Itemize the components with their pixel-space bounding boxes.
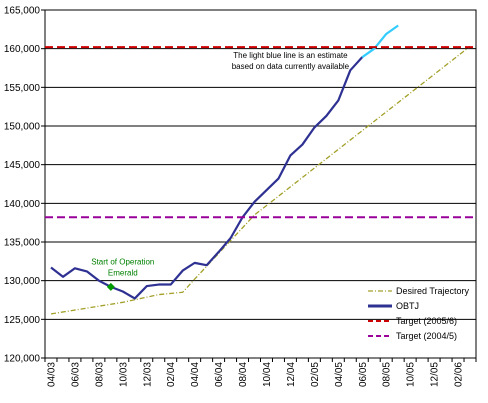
y-tick-label: 145,000 <box>4 160 41 171</box>
x-tick-label: 06/04 <box>214 362 225 387</box>
x-tick-label: 08/04 <box>238 362 249 387</box>
x-tick-label: 06/03 <box>70 362 81 387</box>
annotation-text: Emerald <box>108 268 138 277</box>
x-tick-label: 04/04 <box>190 362 201 387</box>
y-tick-label: 135,000 <box>4 238 41 249</box>
x-tick-label: 02/05 <box>310 362 321 387</box>
y-tick-label: 140,000 <box>4 199 41 210</box>
y-tick-label: 160,000 <box>4 44 41 55</box>
x-tick-label: 08/03 <box>94 362 105 387</box>
y-tick-label: 165,000 <box>4 6 41 17</box>
x-tick-label: 08/05 <box>382 362 393 387</box>
annotation-marker <box>106 282 115 291</box>
y-tick-label: 125,000 <box>4 315 41 326</box>
legend: Desired Trajectory OBTJ Target (2005/6) Tar… <box>368 286 470 341</box>
x-tick-label: 06/05 <box>358 362 369 387</box>
annotation-text: based on data currently available <box>232 62 350 71</box>
x-tick-label: 04/05 <box>334 362 345 387</box>
legend-label: Desired Trajectory <box>396 286 470 296</box>
x-tick-label: 12/04 <box>286 362 297 387</box>
x-tick-label: 10/03 <box>118 362 129 387</box>
x-tick-label: 04/03 <box>46 362 57 387</box>
legend-label: Target (2004/5) <box>396 331 457 341</box>
y-tick-label: 150,000 <box>4 122 41 133</box>
legend-label: OBTJ <box>396 301 419 311</box>
x-tick-label: 10/04 <box>262 362 273 387</box>
x-tick-label: 02/06 <box>454 362 465 387</box>
y-tick-label: 155,000 <box>4 83 41 94</box>
series-line <box>50 45 471 315</box>
x-tick-label: 10/05 <box>406 362 417 387</box>
x-tick-label: 02/04 <box>166 362 177 387</box>
y-tick-label: 130,000 <box>4 276 41 287</box>
x-tick-label: 12/05 <box>430 362 441 387</box>
y-tick-label: 120,000 <box>4 354 41 365</box>
series-line <box>50 56 364 300</box>
x-tick-label: 12/03 <box>142 362 153 387</box>
series-line <box>361 24 399 59</box>
annotation-text: The light blue line is an estimate <box>233 51 348 60</box>
annotation-text: Start of Operation <box>91 257 154 266</box>
legend-label: Target (2005/6) <box>396 316 457 326</box>
